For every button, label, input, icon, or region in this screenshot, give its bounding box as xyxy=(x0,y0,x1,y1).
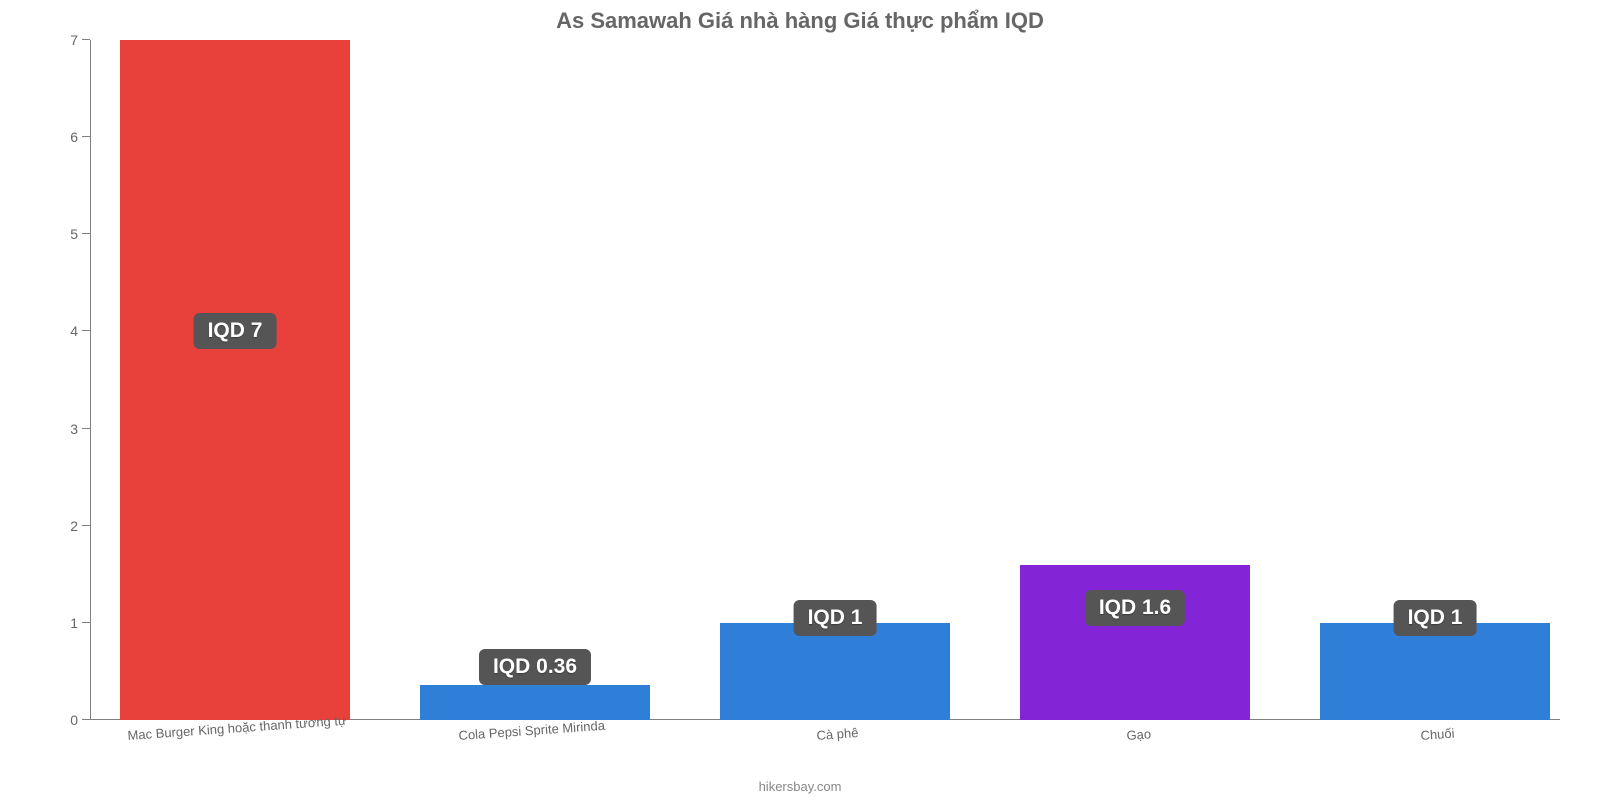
bar xyxy=(1020,565,1250,720)
bar xyxy=(120,40,350,720)
x-axis-label: Cà phê xyxy=(816,725,859,743)
y-tick xyxy=(82,233,90,234)
y-tick xyxy=(82,719,90,720)
y-axis xyxy=(90,40,91,720)
x-axis-label: Chuối xyxy=(1420,726,1455,743)
y-tick-label: 7 xyxy=(70,32,78,48)
y-tick xyxy=(82,330,90,331)
bar xyxy=(720,623,950,720)
y-tick xyxy=(82,428,90,429)
chart-plot-area: 01234567IQD 7IQD 0.36IQD 1IQD 1.6IQD 1 xyxy=(90,40,1560,720)
y-tick-label: 0 xyxy=(70,712,78,728)
bar xyxy=(1320,623,1550,720)
value-badge: IQD 1.6 xyxy=(1085,590,1185,626)
x-axis-labels: Mac Burger King hoặc thanh tương tựCola … xyxy=(90,722,1560,772)
chart-title: As Samawah Giá nhà hàng Giá thực phẩm IQ… xyxy=(0,0,1600,34)
y-tick-label: 2 xyxy=(70,518,78,534)
value-badge: IQD 1 xyxy=(794,600,877,636)
y-tick xyxy=(82,525,90,526)
value-badge: IQD 7 xyxy=(194,313,277,349)
value-badge: IQD 0.36 xyxy=(479,649,591,685)
y-tick-label: 1 xyxy=(70,615,78,631)
y-tick-label: 3 xyxy=(70,421,78,437)
x-axis-label: Gạo xyxy=(1126,726,1152,743)
x-axis-label: Cola Pepsi Sprite Mirinda xyxy=(458,718,605,743)
y-tick xyxy=(82,39,90,40)
y-tick-label: 6 xyxy=(70,129,78,145)
y-tick xyxy=(82,622,90,623)
y-tick-label: 5 xyxy=(70,226,78,242)
y-tick-label: 4 xyxy=(70,323,78,339)
bar xyxy=(420,685,650,720)
value-badge: IQD 1 xyxy=(1394,600,1477,636)
y-tick xyxy=(82,136,90,137)
attribution-text: hikersbay.com xyxy=(0,779,1600,794)
